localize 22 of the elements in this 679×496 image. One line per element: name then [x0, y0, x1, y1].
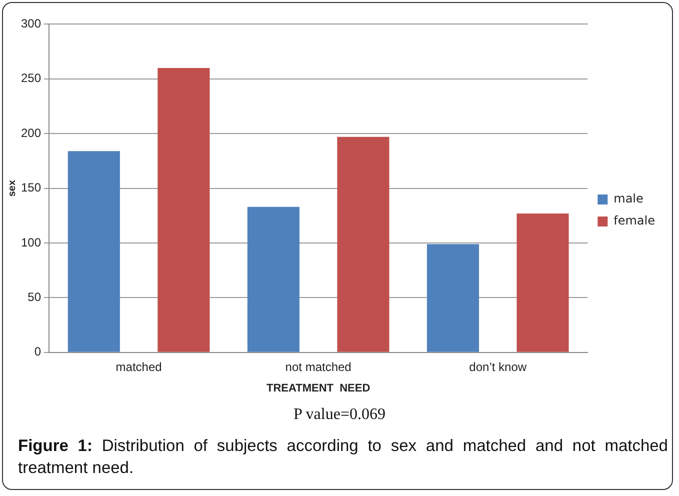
y-tick-label: 50 — [28, 290, 42, 304]
x-tick-label: don’t know — [469, 360, 527, 374]
text: P value=0.069 — [292, 406, 386, 424]
x-tick-label: matched — [116, 360, 162, 374]
legend-label: female — [614, 214, 656, 228]
bar — [247, 206, 300, 352]
y-tick-label: 300 — [20, 16, 42, 31]
y-tick-label: 0 — [34, 344, 42, 359]
bar — [337, 136, 390, 352]
x-tick-label: not matched — [285, 360, 352, 374]
x-axis-title: TREATMENT NEED — [266, 382, 370, 394]
legend-label: male — [614, 192, 644, 206]
y-axis-title: sex — [6, 180, 18, 197]
y-tick-label: 150 — [20, 180, 42, 195]
bar — [68, 151, 120, 352]
y-tick-label: 200 — [20, 126, 42, 140]
caption: Figure 1: Distribution of subjects according to sex and matched and not matched treatment need. — [18, 436, 668, 479]
y-tick-label: 250 — [20, 71, 42, 86]
bar — [516, 213, 569, 352]
bar — [158, 68, 210, 352]
y-tick-label: 100 — [20, 235, 42, 250]
bar — [426, 244, 480, 352]
